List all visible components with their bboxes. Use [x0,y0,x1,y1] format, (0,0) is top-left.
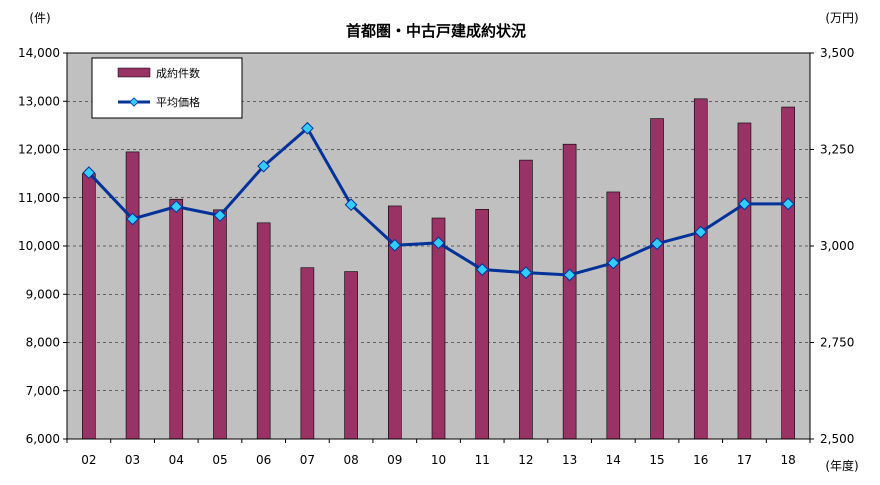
legend-bar-swatch [117,67,151,78]
right-tick-label: 3,500 [820,46,854,60]
x-tick-label: 09 [387,453,402,467]
x-tick-label: 03 [125,453,140,467]
legend-label-line: 平均価格 [156,95,200,109]
line-point [519,266,533,279]
line-point [388,238,402,252]
bar [693,98,708,440]
bar [431,217,446,440]
line-point [781,197,795,211]
x-tick-label: 13 [562,453,577,467]
legend-line-marker [129,97,139,107]
bar [213,209,227,440]
x-tick-label: 07 [300,453,315,467]
bar [169,198,184,440]
bar [344,271,358,440]
left-tick-label: 13,000 [18,94,60,108]
x-tick-label: 05 [212,453,227,467]
line-point [126,212,139,226]
chart-title: 首都圏・中古戸建成約状況 [346,22,526,40]
bar [300,267,315,440]
left-tick-label: 7,000 [26,384,60,398]
x-tick-label: 12 [518,453,533,467]
x-tick-label: 11 [475,453,490,467]
left-axis-ticks: 6,000 7,000 8,000 9,000 10,000 11,000 12,000 13… [18,46,67,446]
bar [781,106,795,440]
left-tick-label: 8,000 [26,336,60,350]
x-tick-label: 02 [81,453,96,467]
line-point [606,256,620,270]
x-tick-label: 04 [169,453,184,467]
bar [256,222,271,440]
legend-label-bar: 成約件数 [156,66,200,80]
x-axis-unit: (年度) [825,458,858,473]
line-point [650,237,664,251]
right-axis-unit: (万円) [825,11,858,25]
line-point [169,200,183,213]
line-point [475,263,489,276]
left-tick-label: 6,000 [26,432,60,446]
x-tick-label: 16 [693,453,708,467]
right-axis-ticks: 2,500 2,750 3,000 3,250 3,500 [810,46,854,446]
x-tick-label: 17 [737,453,752,467]
legend: 成約件数 平均価格 [91,57,243,119]
right-tick-label: 2,750 [820,336,854,350]
right-tick-label: 3,000 [820,239,854,253]
right-tick-label: 3,250 [820,143,854,157]
bar [737,122,752,440]
bar-series [82,98,795,440]
x-tick-label: 10 [431,453,446,467]
line-point [301,121,314,135]
bar [519,159,533,440]
left-tick-label: 14,000 [18,46,60,60]
left-tick-label: 9,000 [26,287,60,301]
legend-box [91,57,243,119]
line-point [82,166,96,180]
bar [82,173,96,440]
line-point [694,225,708,239]
x-tick-label: 15 [649,453,664,467]
line-point [738,197,751,211]
x-tick-label: 08 [343,453,358,467]
left-tick-label: 12,000 [18,143,60,157]
bar [562,143,577,440]
x-tick-label: 06 [256,453,271,467]
x-tick-label: 14 [606,453,621,467]
line-point [344,198,358,212]
left-tick-label: 10,000 [18,239,60,253]
x-tick-label: 18 [781,453,796,467]
bar [125,151,140,440]
line-series [82,121,795,282]
x-axis-ticks: 02 03 04 05 06 07 08 09 10 11 12 13 14 15 16 17 18 [81,453,796,467]
right-tick-label: 2,500 [820,432,854,446]
bar [650,118,664,440]
bar [606,191,621,440]
bar [475,209,490,440]
line-point [213,209,227,222]
line-point [257,159,271,173]
line-point [563,268,576,282]
left-axis-unit: (件) [29,11,50,25]
left-tick-label: 11,000 [18,191,60,205]
line-point [432,236,445,250]
